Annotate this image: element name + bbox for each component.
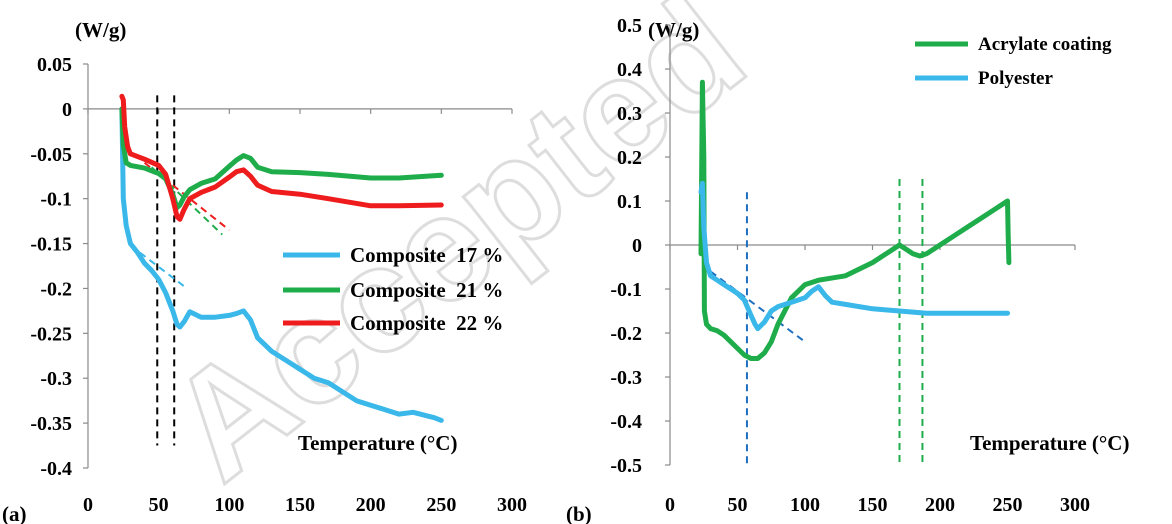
x-tick-label: 200 [356,494,386,516]
y-tick-label: -0.3 [610,367,642,389]
y-tick-label: -0.35 [30,413,72,435]
y-tick-label: -0.5 [610,455,642,477]
series-line-a-2 [119,93,444,222]
chart-a: (W/g) (a) 0.05 0 -0.05 -0.1 -0.15 -0.2 -0.25 -0… [2,18,527,524]
tangent-line [709,270,806,343]
chart-a-series [119,93,444,423]
y-tick-label: -0.3 [40,368,72,390]
x-tick-label: 300 [497,494,527,516]
y-tick-label: -0.4 [610,411,642,433]
series-line-b-0 [698,79,1012,361]
x-tick-label: 300 [1060,494,1090,516]
y-tick-label: -0.15 [30,234,72,256]
chart-b-y-tick-labels: 0.5 0.4 0.3 0.2 0.1 0 -0.1 -0.2 -0.3 -0.4 -0.5 [610,15,642,477]
y-tick-label: -0.1 [40,189,72,211]
y-tick-label: 0.2 [617,147,642,169]
legend-label-composite-21: Composite 21 % [350,278,503,302]
series-line-a-1 [119,106,444,211]
chart-a-xlabel: Temperature (°C) [298,431,457,455]
chart-b-xlabel: Temperature (°C) [970,431,1129,455]
x-tick-label: 100 [214,494,244,516]
x-tick-label: 0 [83,494,93,516]
x-tick-label: 50 [728,494,748,516]
y-tick-label: 0.05 [37,54,72,76]
y-tick-label: -0.2 [40,278,72,300]
series-line-a-0 [119,106,444,423]
chart-b: (W/g) (b) 0.5 0.4 0.3 0.2 0.1 0 -0.1 -0.2 -0.3 -0… [566,15,1129,524]
x-tick-label: 250 [993,494,1023,516]
y-tick-label: 0 [62,99,72,121]
chart-b-guides [709,179,924,465]
chart-a-axes [83,63,513,469]
y-tick-label: -0.1 [610,279,642,301]
chart-a-y-tick-labels: 0.05 0 -0.05 -0.1 -0.15 -0.2 -0.25 -0.3 -0.35 -0.… [30,54,72,480]
chart-b-panel-label: (b) [566,502,592,524]
y-tick-label: -0.2 [610,323,642,345]
y-tick-label: -0.05 [30,144,72,166]
y-tick-label: 0.5 [617,15,642,37]
chart-a-panel-label: (a) [2,502,27,524]
y-tick-label: 0.3 [617,103,642,125]
x-tick-label: 50 [149,494,169,516]
legend-label-composite-17: Composite 17 % [350,243,503,267]
x-tick-label: 150 [858,494,888,516]
legend-label-acrylate: Acrylate coating [978,34,1112,55]
y-tick-label: -0.25 [30,323,72,345]
x-tick-label: 150 [285,494,315,516]
series-line-b-1 [698,180,1010,332]
x-tick-label: 200 [925,494,955,516]
chart-b-legend: Acrylate coating Polyester [915,34,1112,89]
chart-a-ylabel: (W/g) [75,18,126,42]
legend-label-composite-22: Composite 22 % [350,311,503,335]
chart-b-x-tick-labels: 0 50 100 150 200 250 300 [665,494,1090,516]
x-tick-label: 0 [665,494,675,516]
chart-a-x-tick-labels: 0 50 100 150 200 250 300 [83,494,527,516]
y-tick-label: -0.4 [40,458,72,480]
chart-b-ylabel: (W/g) [648,18,699,42]
y-tick-label: 0.1 [617,191,642,213]
legend-label-polyester: Polyester [978,68,1053,89]
chart-a-legend: Composite 17 % Composite 21 % Composite … [283,243,503,335]
x-tick-label: 250 [426,494,456,516]
y-tick-label: 0 [632,235,642,257]
y-tick-label: 0.4 [617,59,642,81]
x-tick-label: 100 [790,494,820,516]
chart-b-series [698,79,1012,361]
